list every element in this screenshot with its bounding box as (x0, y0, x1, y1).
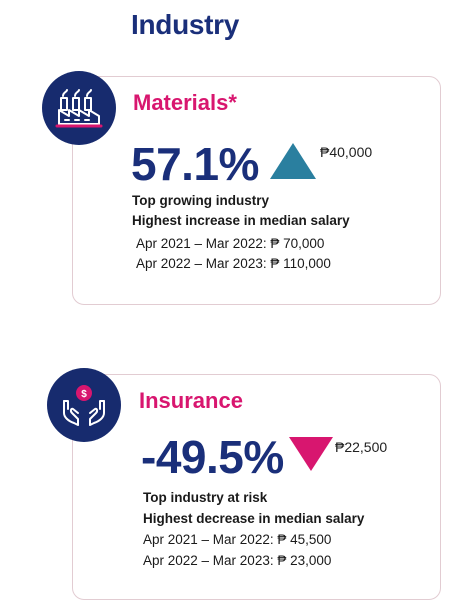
period-line-2: Apr 2022 – Mar 2023: ₱ 110,000 (136, 256, 331, 271)
industry-card-insurance (72, 374, 441, 600)
percent-change: 57.1% (131, 138, 259, 190)
card-subheadline: Highest decrease in median salary (143, 511, 365, 526)
card-subheadline: Highest increase in median salary (132, 213, 350, 228)
svg-text:$: $ (81, 389, 87, 400)
salary-change-amount: ₱40,000 (320, 144, 373, 160)
percent-change: -49.5% (141, 431, 284, 483)
page-title: Industry (131, 9, 240, 40)
industry-card-materials (72, 76, 441, 305)
period-line-2: Apr 2022 – Mar 2023: ₱ 23,000 (143, 553, 332, 568)
hands-coin-icon: $ (63, 385, 105, 426)
period-line-1: Apr 2021 – Mar 2022: ₱ 70,000 (136, 236, 325, 251)
salary-change-amount: ₱22,500 (335, 439, 388, 455)
period-line-1: Apr 2021 – Mar 2022: ₱ 45,500 (143, 532, 332, 547)
card-headline: Top industry at risk (143, 490, 268, 505)
up-arrow-icon (270, 143, 316, 179)
insurance-icon-badge: $ (47, 368, 121, 442)
factory-icon (55, 89, 103, 128)
materials-icon-badge (42, 71, 116, 145)
card-headline: Top growing industry (132, 193, 269, 208)
industry-name: Insurance (139, 388, 243, 413)
down-arrow-icon (289, 437, 333, 471)
industry-name: Materials* (133, 90, 237, 115)
